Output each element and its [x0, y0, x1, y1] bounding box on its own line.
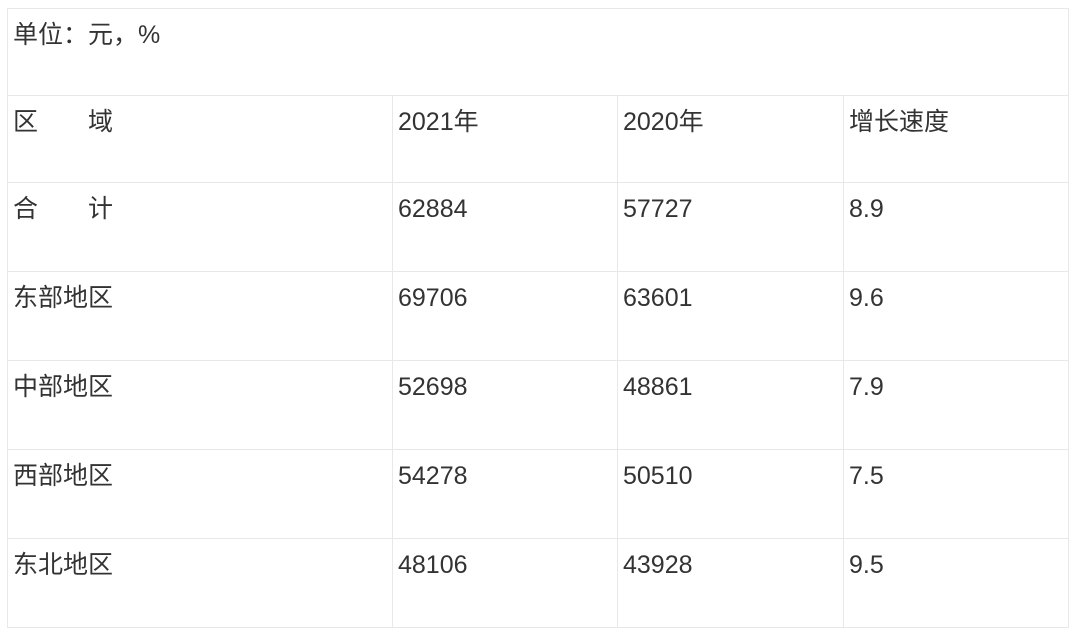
growth-cell: 8.9	[842, 182, 1070, 272]
value-2021-cell: 69706	[392, 271, 618, 361]
growth-cell: 9.6	[842, 271, 1070, 361]
value-2020-cell: 63601	[617, 271, 844, 361]
region-cell: 东北地区	[7, 538, 393, 628]
region-cell: 西部地区	[7, 449, 393, 539]
table-header-row: 区 域 2021年 2020年 增长速度	[7, 95, 1070, 183]
region-cell: 合 计	[7, 182, 393, 272]
unit-note-row: 单位：元，%	[6, 8, 1070, 96]
column-header-region: 区 域	[7, 95, 393, 183]
column-header-2020: 2020年	[617, 95, 844, 183]
region-cell: 中部地区	[7, 360, 393, 450]
value-2021-cell: 62884	[392, 182, 618, 272]
table-row-west: 西部地区 54278 50510 7.5	[7, 449, 1070, 539]
value-2021-cell: 52698	[392, 360, 618, 450]
unit-note: 单位：元，%	[6, 8, 1070, 96]
table-row-east: 东部地区 69706 63601 9.6	[7, 271, 1070, 361]
growth-cell: 7.9	[842, 360, 1070, 450]
value-2021-cell: 54278	[392, 449, 618, 539]
growth-cell: 9.5	[842, 538, 1070, 628]
value-2020-cell: 48861	[617, 360, 844, 450]
regional-income-table: 单位：元，% 区 域 2021年 2020年 增长速度 合 计 62884 57…	[6, 8, 1070, 628]
value-2021-cell: 48106	[392, 538, 618, 628]
growth-cell: 7.5	[842, 449, 1070, 539]
column-header-2021: 2021年	[392, 95, 618, 183]
table-row-central: 中部地区 52698 48861 7.9	[7, 360, 1070, 450]
region-cell: 东部地区	[7, 271, 393, 361]
table-row-northeast: 东北地区 48106 43928 9.5	[7, 538, 1070, 628]
table-row-total: 合 计 62884 57727 8.9	[7, 182, 1070, 272]
value-2020-cell: 57727	[617, 182, 844, 272]
column-header-growth: 增长速度	[842, 95, 1070, 183]
value-2020-cell: 43928	[617, 538, 844, 628]
value-2020-cell: 50510	[617, 449, 844, 539]
